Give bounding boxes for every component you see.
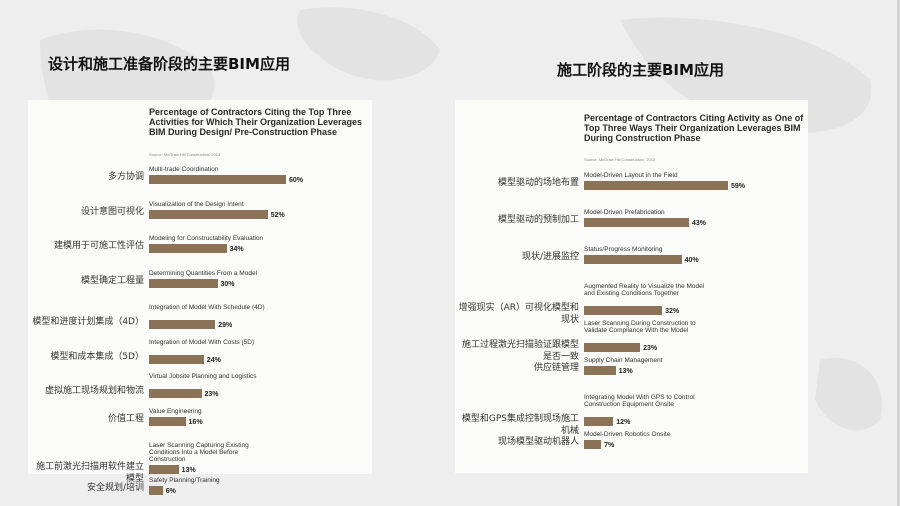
chinese-category-label: 供应链管理 [533,363,579,373]
data-label: 13% [181,467,196,474]
data-label: 12% [616,419,631,426]
bar [584,218,689,227]
chinese-category-label: 模型驱动的场地布置 [497,178,579,188]
chinese-category-label: 现状/进展监控 [521,252,579,262]
bar [584,181,728,190]
right-chart-title: Percentage of Contractors Citing Activit… [584,113,804,143]
bar [149,485,163,495]
chinese-category-label: 模型和成本集成（5D） [50,351,144,362]
data-label: 43% [691,220,706,227]
category-label: Laser Scanning During Construction to Va… [584,320,696,334]
category-label: Multi-trade Coordination [149,166,219,173]
chinese-category-label: 模型和GPS集成控制现场施工机械 [461,414,579,436]
bar [149,175,286,184]
bar [149,244,227,253]
chinese-category-label: 多方协调 [107,172,144,182]
data-label: 34% [229,246,244,253]
data-label: 29% [218,322,233,329]
data-label: 24% [206,356,221,364]
category-label: Modeling for Constructability Evaluation [149,235,264,242]
data-label: 16% [188,418,203,426]
slide-edge [897,0,900,506]
category-label: Augmented Reality to Visualize the Model… [584,283,705,297]
category-label: Visualization of the Design Intent [149,200,244,208]
category-label: Supply Chain Management [584,357,663,364]
chinese-category-label: 虚拟施工现场规划和物流 [44,386,144,396]
category-label: Integration of Model With Schedule (4D) [149,304,265,311]
data-label: 23% [643,345,658,352]
bar [149,209,268,219]
bar [584,255,682,264]
bar [584,440,602,449]
right-chart-source: Source: McGraw Hill Construction, 2013 [584,157,656,162]
bar [584,366,616,375]
chinese-category-label: 模型确定工程量 [80,275,144,286]
category-label: Model-Driven Layout in the Field [584,172,678,179]
left-slide-title: 设计和施工准备阶段的主要BIM应用 [48,55,290,73]
right-chart-panel: Percentage of Contractors Citing Activit… [455,100,808,473]
data-label: 23% [204,391,219,398]
chinese-category-label: 增强现实（AR）可视化模型和现状 [458,303,579,325]
bar [149,416,186,426]
chinese-category-label: 价值工程 [107,413,144,424]
data-label: 6% [165,487,176,495]
chinese-category-label: 模型和进度计划集成（4D） [32,317,144,327]
data-label: 13% [618,368,633,375]
category-label: Model-Driven Prefabrication [584,209,665,216]
data-label: 40% [684,257,699,264]
chinese-category-label: 施工前激光扫描用软件建立模型 [35,462,144,484]
data-label: 52% [270,211,285,219]
bar [149,354,204,364]
right-slide-title: 施工阶段的主要BIM应用 [557,61,724,79]
bar [149,320,216,329]
left-chart-title: Percentage of Contractors Citing the Top… [149,107,363,137]
data-label: 59% [731,183,746,190]
chinese-category-label: 安全规划/培训 [86,482,144,493]
bar [149,278,218,288]
category-label: Status/Progress Monitoring [584,246,663,253]
category-label: Model-Driven Robotics Onsite [584,431,671,438]
bar [584,417,614,426]
chinese-category-label: 现场模型驱动机器人 [497,437,579,447]
category-label: Safety Planning/Training [149,476,220,484]
data-label: 32% [665,308,680,315]
bar [149,389,202,398]
category-label: Determining Quantities From a Model [149,269,258,277]
category-label: Value Engineering [149,407,202,415]
category-label: Integration of Model With Costs (5D) [149,338,255,346]
left-chart-source: Source: McGraw Hill Construction, 2013 [149,152,221,157]
bar [584,343,641,352]
bar [149,465,179,474]
data-label: 30% [220,280,235,288]
chinese-category-label: 模型驱动的预制加工 [497,215,579,225]
chinese-category-label: 施工过程激光扫描验证跟模型是否一致 [461,340,579,362]
left-chart-panel: Percentage of Contractors Citing the Top… [28,100,372,495]
data-label: 7% [604,442,615,449]
category-label: Laser Scanning Capturing Existing Condit… [149,442,249,463]
chinese-category-label: 建模用于可施工性评估 [53,241,144,251]
category-label: Virtual Jobsite Planning and Logistics [149,373,257,380]
bar [584,306,663,315]
category-label: Integrating Model With GPS to Control Co… [584,394,695,408]
chinese-category-label: 设计意图可视化 [80,206,144,217]
data-label: 60% [289,177,304,184]
